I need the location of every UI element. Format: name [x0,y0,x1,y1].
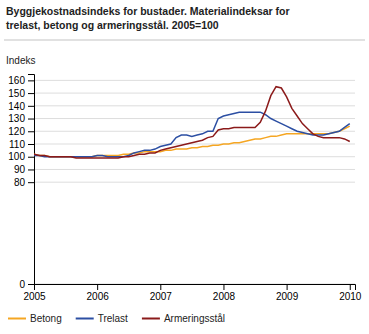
y-tick-label: 90 [14,164,26,175]
y-tick-label: 110 [9,139,25,150]
y-axis-line [28,75,35,285]
y-tick-label: 150 [8,88,25,99]
x-tick: 2006 [87,284,110,302]
grid-line [34,169,355,170]
legend-swatch [8,318,26,320]
y-tick-mark [28,157,34,158]
x-tick-mark [350,284,351,290]
y-tick-mark [28,169,34,170]
legend-label: Armeringsstål [164,313,225,324]
x-tick-label: 2009 [276,291,299,302]
y-tick: 130 [8,113,34,124]
y-tick: 110 [9,139,34,150]
y-tick: 100 [8,151,34,162]
y-tick-mark [28,144,34,145]
y-tick-label: 160 [8,75,25,86]
grid-line [34,93,355,94]
y-tick: 150 [8,88,34,99]
legend-item: Trelast [76,313,128,324]
y-tick-label: 130 [8,113,25,124]
y-tick-label: 140 [8,101,25,112]
x-tick-label: 2008 [213,291,236,302]
y-tick: 0 [19,279,34,290]
y-tick-label: 120 [8,126,25,137]
lines [34,87,350,158]
x-tick-label: 2010 [339,291,362,302]
x-tick: 2008 [213,284,236,302]
y-tick-mark [28,119,34,120]
grid-line [34,105,355,106]
legend-item: Betong [8,313,62,324]
y-tick-mark [28,93,34,94]
y-tick-mark [28,80,34,81]
y-tick-mark [28,284,34,285]
legend-item: Armeringsstål [142,313,225,324]
series-line [34,112,350,157]
x-tick: 2007 [150,284,173,302]
grid [34,80,355,284]
series-line [34,126,350,157]
title-line: Byggjekostnadsindeks for bustader. Mater… [6,5,290,17]
title: Byggjekostnadsindeks for bustader. Mater… [6,5,290,31]
grid-line [34,182,355,183]
y-axis: 0 80 90 100110 120 130140 150 160 [8,75,34,290]
grid-line [34,80,355,81]
y-tick: 140 [8,101,34,112]
grid-line [34,144,355,145]
legend-label: Betong [30,313,62,324]
x-tick-label: 2006 [87,291,110,302]
x-tick-label: 2005 [23,291,46,302]
x-tick-mark [160,284,161,290]
x-tick: 2010 [339,284,362,302]
y-axis-label: Indeks [6,55,35,66]
chart: Byggjekostnadsindeks for bustader. Mater… [0,0,369,334]
x-tick-mark [223,284,224,290]
y-tick-mark [28,131,34,132]
separator [4,40,365,41]
legend: Betong Trelast Armeringsstål [8,313,225,324]
title-line: trelast, betong og armeringsstål. 2005=1… [6,19,219,31]
legend-label: Trelast [98,313,128,324]
y-tick-mark [28,106,34,107]
grid-line [34,118,355,119]
y-tick: 120 [8,126,34,137]
series-line [34,87,350,158]
x-tick: 2005 [23,284,46,302]
legend-swatch [142,318,160,320]
plot: 2005 2006 2007 2008 2009 2010 0 80 90 100110 120 13… [8,75,362,303]
x-tick-label: 2007 [150,291,173,302]
y-tick-label: 80 [14,177,26,188]
x-axis: 2005 2006 2007 2008 2009 2010 [23,284,361,302]
y-tick-mark [28,182,34,183]
x-tick-mark [287,284,288,290]
y-tick: 90 [14,164,34,175]
legend-swatch [76,318,94,320]
grid-line [34,131,355,132]
y-tick-label: 100 [8,151,25,162]
x-axis-line [35,285,356,291]
y-tick-label: 0 [19,279,25,290]
y-tick: 80 [14,177,34,188]
y-tick: 160 [8,75,34,86]
x-tick: 2009 [276,284,299,302]
x-tick-mark [97,284,98,290]
